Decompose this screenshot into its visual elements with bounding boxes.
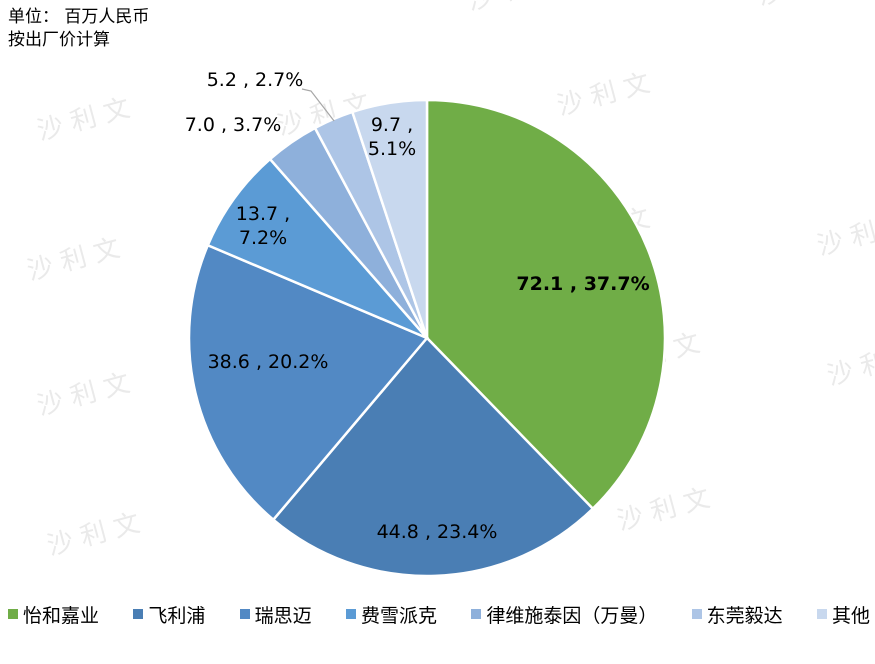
watermark-text: 沙 利 文 — [34, 93, 133, 146]
pie-chart: 沙 利 文沙 利 文沙 利 文沙 利 文沙 利 文沙 利 文沙 利 文沙 利 文… — [24, 0, 875, 578]
data-label-line: 7.2% — [239, 227, 287, 249]
watermark-text: 沙 利 文 — [24, 233, 123, 286]
data-label: 5.2 , 2.7% — [207, 69, 304, 91]
legend-swatch — [816, 609, 827, 619]
watermark-text: 沙 利 文 — [44, 508, 143, 561]
legend-swatch — [345, 609, 356, 619]
legend-item: 律维施泰因（万曼） — [471, 601, 657, 628]
legend-label: 其他 — [831, 604, 870, 627]
pie-slice — [425, 98, 667, 511]
data-label: 72.1 , 37.7% — [516, 273, 649, 295]
legend-label: 律维施泰因（万曼） — [486, 604, 658, 627]
data-labels: 72.1 , 37.7% 44.8 , 23.4% 38.6 , 20.2% 13.7… — [185, 69, 650, 543]
watermark-text: 沙 利 文 — [554, 68, 653, 121]
pie-slice — [206, 157, 428, 340]
legend-item: 其他 — [816, 601, 870, 628]
watermark-text: 沙 利 文 — [614, 483, 713, 536]
legend-item: 飞利浦 — [133, 601, 205, 628]
data-label: 38.6 , 20.2% — [208, 351, 329, 373]
data-label-line: 9.7 , — [371, 114, 413, 136]
legend-label: 费雪派克 — [360, 604, 437, 627]
watermark-text: 沙 利 文 — [754, 0, 853, 12]
legend-swatch — [471, 609, 482, 619]
legend-item: 瑞思迈 — [239, 601, 312, 628]
data-label-line: 5.1% — [368, 138, 416, 160]
legend-swatch — [691, 609, 702, 619]
legend-item: 费雪派克 — [345, 601, 437, 628]
watermark-text: 沙 利 文 — [824, 338, 875, 391]
data-label: 9.7 , 5.1% — [368, 114, 416, 160]
pie-slice — [350, 98, 429, 339]
data-label: 7.0 , 3.7% — [185, 114, 282, 136]
data-label: 44.8 , 23.4% — [377, 521, 498, 543]
legend-swatch — [133, 609, 144, 619]
unit-note: 单位： 百万人民币 按出厂价计算 — [8, 6, 149, 52]
pie-slice — [271, 336, 595, 578]
legend-label: 飞利浦 — [148, 604, 206, 627]
legend-item: 东莞毅达 — [691, 601, 783, 628]
watermark-text: 沙 利 文 — [34, 368, 133, 421]
pie-slices — [187, 98, 667, 578]
leader-line — [301, 88, 335, 122]
unit-line-2: 按出厂价计算 — [8, 30, 110, 50]
watermark-text: 沙 利 文 — [464, 0, 563, 17]
legend-swatch — [8, 609, 18, 619]
data-label-line: 13.7 , — [236, 203, 290, 225]
legend-label: 怡和嘉业 — [23, 604, 100, 627]
watermark-text: 沙 利 文 — [814, 208, 875, 261]
data-label: 13.7 , 7.2% — [236, 203, 290, 249]
legend-label: 东莞毅达 — [706, 604, 783, 627]
legend: 怡和嘉业 飞利浦 瑞思迈 费雪派克 律维施泰因（万曼） 东莞毅达 其他 — [8, 598, 870, 630]
unit-line-1: 单位： 百万人民币 — [8, 7, 150, 27]
legend-label: 瑞思迈 — [254, 604, 312, 627]
legend-swatch — [239, 609, 250, 619]
legend-item: 怡和嘉业 — [8, 601, 99, 628]
